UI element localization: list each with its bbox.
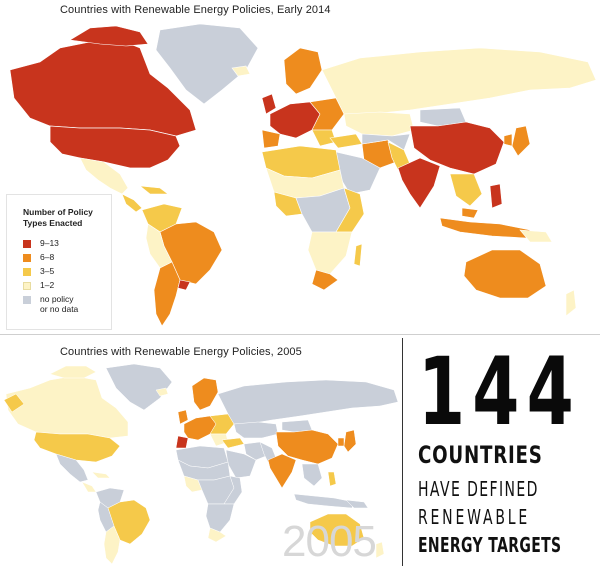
legend-label: 9–13: [40, 238, 59, 248]
region-iran: [243, 441, 267, 461]
region-canada: [5, 375, 129, 439]
legend-swatch: [23, 268, 31, 276]
region-arctic-islands: [49, 365, 97, 379]
region-southern-africa: [205, 503, 235, 533]
region-greenland: [105, 363, 173, 411]
region-caribbean: [139, 185, 169, 195]
region-korea: [503, 133, 513, 147]
region-usa: [49, 125, 181, 169]
region-japan: [511, 125, 531, 157]
region-korea: [337, 437, 345, 447]
stat-line-renewable: RENEWABLE: [418, 505, 530, 529]
region-turkey: [221, 437, 245, 449]
region-south-africa: [311, 269, 339, 291]
region-russia: [217, 379, 399, 425]
region-turkey: [329, 133, 363, 149]
region-madagascar: [353, 243, 363, 267]
legend-label: 3–5: [40, 266, 55, 276]
region-uruguay: [177, 279, 191, 291]
region-south-africa: [207, 527, 227, 543]
legend-title: Number of Policy Types Enacted: [23, 207, 93, 228]
region-scandinavia: [283, 47, 323, 95]
region-kazakhstan: [343, 111, 415, 137]
region-uk: [261, 93, 277, 115]
region-malaysia: [461, 207, 479, 219]
region-new-guinea: [345, 499, 369, 509]
top-map-title: Countries with Renewable Energy Policies…: [60, 4, 331, 16]
region-mexico: [55, 453, 89, 483]
region-philippines: [327, 471, 337, 487]
section-divider: [0, 334, 600, 335]
region-india: [397, 157, 441, 209]
region-iceland: [155, 387, 169, 397]
legend-swatch: [23, 254, 31, 262]
region-arctic-islands: [69, 25, 149, 47]
region-iceland: [231, 65, 251, 77]
world-map-2005: [3, 363, 399, 565]
region-southeast-asia: [449, 173, 483, 207]
bottom-map-title: Countries with Renewable Energy Policies…: [60, 346, 302, 358]
region-iberia: [175, 435, 189, 449]
stat-line-have-defined: HAVE DEFINED: [418, 477, 539, 501]
region-central-america: [121, 193, 143, 213]
region-greenland: [155, 23, 259, 105]
region-usa: [33, 431, 121, 463]
legend-swatch: [23, 282, 31, 290]
legend-swatch: [23, 296, 31, 304]
region-china: [275, 429, 339, 465]
region-argentina-chile: [103, 525, 121, 565]
region-caribbean: [91, 471, 111, 479]
region-alaska: [3, 393, 25, 413]
region-southern-africa: [307, 231, 353, 275]
region-west-africa: [273, 191, 303, 217]
region-indonesia: [439, 217, 531, 239]
panel-divider: [402, 338, 403, 566]
region-russia: [321, 47, 597, 115]
region-japan: [343, 429, 357, 453]
region-west-africa: [183, 475, 203, 493]
legend-label: 6–8: [40, 252, 55, 262]
region-australia: [309, 513, 365, 547]
region-mongolia: [281, 419, 313, 433]
stat-number: 144: [418, 338, 581, 447]
map-legend: Number of Policy Types Enacted 9–13 6–8 …: [6, 194, 112, 330]
legend-label: 1–2: [40, 280, 55, 290]
region-uk: [177, 409, 189, 425]
region-canada: [9, 39, 197, 137]
region-central-america: [81, 481, 97, 493]
region-scandinavia: [191, 377, 219, 411]
year-watermark: 2005: [282, 517, 377, 566]
region-new-zealand: [565, 289, 577, 317]
region-new-guinea: [519, 229, 553, 243]
region-kazakhstan: [233, 421, 279, 439]
region-china: [409, 121, 505, 175]
region-western-europe: [269, 101, 321, 139]
region-australia: [463, 249, 547, 299]
region-southeast-asia: [301, 463, 323, 487]
legend-swatch: [23, 240, 31, 248]
stat-line-countries: COUNTRIES: [418, 441, 543, 469]
region-argentina-chile: [153, 261, 181, 327]
region-india: [267, 453, 297, 489]
world-map-2014: [9, 23, 597, 327]
stat-line-energy-targets: ENERGY TARGETS: [418, 533, 562, 557]
region-new-zealand: [375, 541, 385, 559]
region-indonesia: [293, 493, 355, 509]
region-philippines: [489, 183, 503, 209]
region-iberia: [261, 129, 281, 149]
legend-label: no policy or no data: [40, 294, 79, 314]
